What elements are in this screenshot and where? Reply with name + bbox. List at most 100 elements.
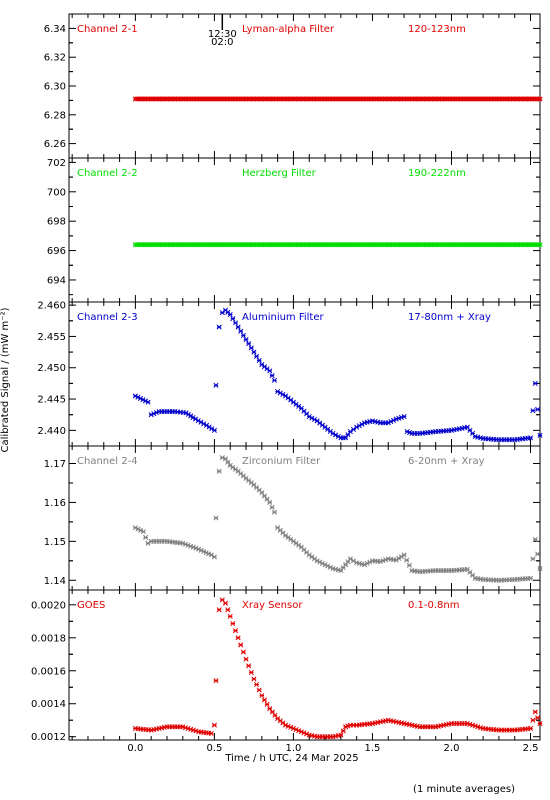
- data-point: [251, 676, 257, 682]
- data-point: [343, 435, 349, 441]
- x-tick-label: 1.0: [285, 743, 301, 754]
- y-tick-label: 1.14: [44, 576, 66, 587]
- x-tick-labels: 0.0 0.5 1.0 1.5 2.0 2.5: [127, 743, 538, 754]
- data-point: [230, 620, 236, 627]
- data-point: [213, 382, 219, 388]
- data-point: [267, 499, 273, 505]
- x-tick-label: 0.5: [206, 743, 222, 754]
- data-point: [213, 678, 219, 684]
- y-tick-label: 6.26: [44, 139, 66, 150]
- y-tick-label: 702: [47, 158, 66, 169]
- x-tick-label: 2.5: [523, 743, 539, 754]
- data-point: [527, 435, 534, 441]
- band-label: 120-123nm: [408, 24, 466, 35]
- y-tick-label: 694: [47, 275, 66, 286]
- data-point: [532, 709, 538, 715]
- y-tick-label: 696: [47, 246, 66, 257]
- panel-4: 1.14 1.15 1.16 1.17 Channel 2-4 Zirconium Fil…: [44, 445, 543, 591]
- data-point: [537, 432, 543, 438]
- filter-label: Herzberg Filter: [242, 168, 317, 179]
- data-point: [230, 316, 236, 322]
- data-point: [267, 368, 273, 374]
- data-point: [527, 725, 534, 732]
- data-point: [264, 701, 270, 707]
- channel-label: Channel 2-3: [77, 312, 138, 323]
- y-tick-label: 2.445: [37, 395, 66, 406]
- averaging-footnote: (1 minute averages): [413, 784, 515, 795]
- y-tick-label: 0.0018: [31, 633, 66, 644]
- panel-3: 2.440 2.445 2.450 2.455 2.460 Channel 2-3 Alum…: [37, 301, 543, 447]
- data-point: [269, 373, 275, 379]
- data-point: [537, 566, 543, 572]
- panel-frame: [68, 301, 541, 447]
- data-point: [404, 557, 410, 563]
- marker-annotation-layer: 12:30 02:0: [208, 29, 237, 48]
- data-point: [248, 669, 254, 675]
- marker-label-line-1: 12:30: [208, 29, 237, 40]
- y-tick-label: 0.0014: [31, 699, 66, 710]
- data-point: [530, 717, 536, 723]
- data-point: [240, 649, 246, 655]
- data-point: [254, 681, 260, 688]
- y-tick-label: 6.32: [44, 53, 66, 64]
- data-point: [227, 311, 233, 318]
- data-point: [401, 552, 407, 558]
- y-tick-label: 698: [47, 217, 66, 228]
- data-point: [140, 529, 146, 535]
- channel-label: Channel 2-1: [77, 24, 138, 35]
- x-tick-label: 0.0: [127, 743, 143, 754]
- y-tick-label: 1.17: [44, 459, 66, 470]
- series-1: [132, 96, 543, 102]
- data-point: [213, 515, 219, 521]
- panel-frame: [68, 589, 541, 741]
- y-tick-label: 2.450: [37, 363, 66, 374]
- y-tick-label: 700: [47, 187, 66, 198]
- data-point: [251, 349, 257, 355]
- data-point: [232, 628, 239, 634]
- y-tick-label: 6.30: [44, 82, 66, 93]
- y-tick-label: 1.15: [44, 537, 66, 548]
- data-point: [222, 456, 229, 462]
- data-point: [345, 432, 351, 438]
- band-label: 190-222nm: [408, 168, 466, 179]
- series-4: [132, 455, 543, 583]
- data-point: [261, 697, 268, 703]
- data-point: [238, 328, 244, 334]
- data-point: [340, 728, 346, 734]
- data-point: [246, 341, 252, 347]
- filter-label: Zirconium Filter: [242, 456, 321, 467]
- data-point: [406, 562, 412, 568]
- data-point: [537, 96, 543, 102]
- data-point: [532, 380, 538, 386]
- data-point: [246, 663, 252, 669]
- data-point: [211, 554, 217, 560]
- y-tick-label: 6.28: [44, 110, 66, 121]
- x-tick-label: 2.0: [444, 743, 460, 754]
- panel-2: 694 696 698 700 702 Channel 2-2 Herzberg Filte…: [47, 157, 543, 303]
- data-point: [145, 399, 151, 405]
- panel-frame: [68, 13, 541, 159]
- series-5: [132, 597, 543, 740]
- y-tick-label: 6.34: [44, 24, 66, 35]
- band-label: 17-80nm + Xray: [408, 312, 491, 323]
- data-point: [232, 320, 239, 326]
- panel-frame: [68, 157, 541, 303]
- channel-label: Channel 2-2: [77, 168, 138, 179]
- marker-label-line-2: 02:0: [211, 37, 233, 48]
- data-point: [240, 332, 246, 338]
- data-point: [235, 635, 241, 641]
- data-point: [208, 730, 214, 736]
- data-point: [216, 324, 222, 330]
- panels-layer: 6.26 6.28 6.30 6.32 6.34 Channel 2-1 Lyman-alp…: [31, 13, 543, 754]
- y-tick-label: 0.0020: [31, 600, 66, 611]
- data-point: [532, 536, 538, 542]
- data-point: [238, 642, 244, 648]
- data-point: [216, 607, 222, 613]
- y-tick-label: 2.460: [37, 301, 66, 312]
- data-point: [248, 345, 254, 351]
- data-point: [225, 607, 231, 613]
- data-point: [216, 468, 222, 474]
- data-point: [537, 720, 543, 727]
- panel-5: 0.0012 0.0014 0.0016 0.0018 0.0020 GOES Xray S…: [31, 589, 543, 743]
